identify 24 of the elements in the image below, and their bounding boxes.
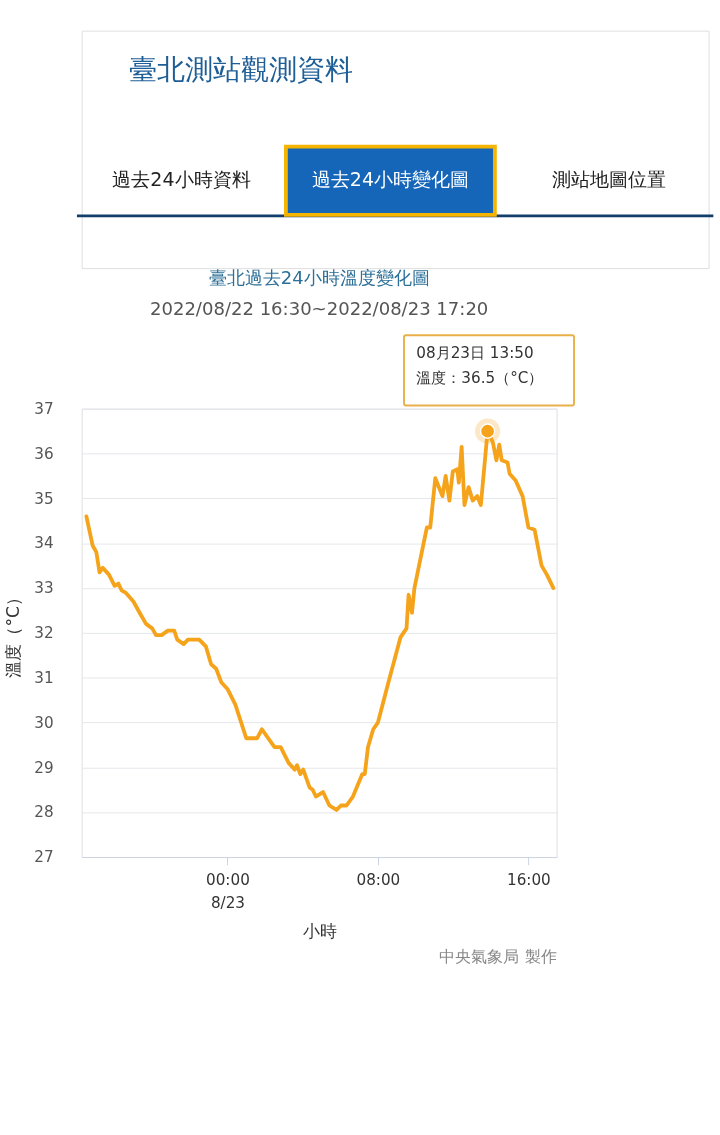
y-tick-label: 28 bbox=[34, 803, 54, 822]
y-tick-label: 29 bbox=[34, 758, 54, 777]
y-axis-title: 溫度（°C） bbox=[3, 589, 24, 678]
y-tick-label: 32 bbox=[34, 624, 54, 643]
text: 測站地圖位置 bbox=[551, 168, 666, 191]
chart-subtitle: 2022/08/22 16:30~2022/08/23 17:20 bbox=[149, 298, 489, 320]
x-tick-label: 16:00 bbox=[506, 871, 551, 890]
y-tick-label: 34 bbox=[34, 534, 54, 553]
x-tick-label: 00:00 8/23 bbox=[206, 871, 250, 912]
y-tick-label: 37 bbox=[34, 399, 54, 418]
annotation: 08月23日 13:50 溫度：36.5（°C） bbox=[416, 343, 544, 387]
text: 過去24小時資料 bbox=[112, 168, 251, 191]
text: 中央氣象局 製作 bbox=[439, 947, 557, 967]
text: 過去24小時變化圖 bbox=[311, 168, 469, 191]
y-tick-label: 36 bbox=[34, 444, 54, 463]
y-tick-label: 30 bbox=[34, 713, 54, 732]
x-axis-title: 小時 bbox=[302, 921, 337, 942]
y-tick-label: 27 bbox=[34, 848, 54, 867]
y-tick-label: 33 bbox=[34, 579, 54, 598]
chart-title: 臺北過去24小時溫度變化圖 bbox=[208, 266, 430, 288]
text: 臺北測站觀測資料 bbox=[129, 53, 354, 87]
x-tick-label: 08:00 bbox=[356, 871, 401, 890]
y-tick-label: 35 bbox=[34, 489, 54, 508]
y-tick-label: 31 bbox=[34, 668, 54, 687]
